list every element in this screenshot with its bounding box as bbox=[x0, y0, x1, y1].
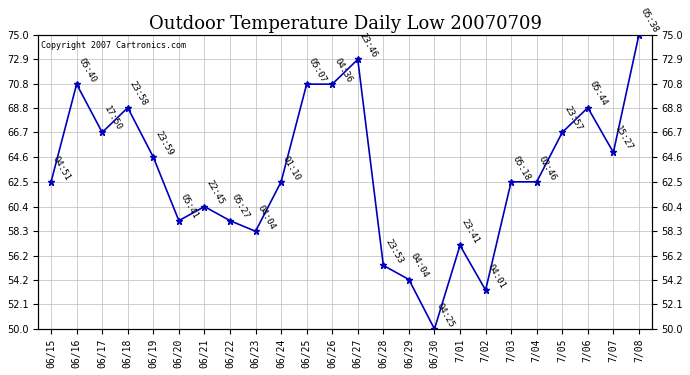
Text: 23:57: 23:57 bbox=[562, 105, 584, 132]
Text: 23:59: 23:59 bbox=[153, 129, 175, 157]
Text: 04:25: 04:25 bbox=[435, 301, 455, 329]
Text: 05:27: 05:27 bbox=[230, 193, 251, 220]
Text: 23:53: 23:53 bbox=[384, 238, 404, 266]
Title: Outdoor Temperature Daily Low 20070709: Outdoor Temperature Daily Low 20070709 bbox=[148, 15, 542, 33]
Text: 04:04: 04:04 bbox=[255, 204, 277, 231]
Text: 05:18: 05:18 bbox=[511, 154, 533, 182]
Text: 15:27: 15:27 bbox=[613, 124, 635, 152]
Text: 04:01: 04:01 bbox=[486, 262, 507, 290]
Text: 23:41: 23:41 bbox=[460, 217, 481, 245]
Text: 01:10: 01:10 bbox=[281, 154, 302, 182]
Text: 17:50: 17:50 bbox=[102, 105, 124, 132]
Text: 23:58: 23:58 bbox=[128, 80, 149, 108]
Text: 05:44: 05:44 bbox=[588, 80, 609, 108]
Text: 05:40: 05:40 bbox=[77, 56, 98, 84]
Text: 22:45: 22:45 bbox=[204, 179, 226, 207]
Text: 05:38: 05:38 bbox=[639, 7, 660, 35]
Text: 04:04: 04:04 bbox=[409, 252, 430, 279]
Text: Copyright 2007 Cartronics.com: Copyright 2007 Cartronics.com bbox=[41, 40, 186, 50]
Text: 05:41: 05:41 bbox=[179, 193, 200, 220]
Text: 23:46: 23:46 bbox=[358, 32, 379, 59]
Text: 02:46: 02:46 bbox=[537, 154, 558, 182]
Text: 04:51: 04:51 bbox=[51, 154, 72, 182]
Text: 04:36: 04:36 bbox=[332, 56, 353, 84]
Text: 05:07: 05:07 bbox=[306, 56, 328, 84]
